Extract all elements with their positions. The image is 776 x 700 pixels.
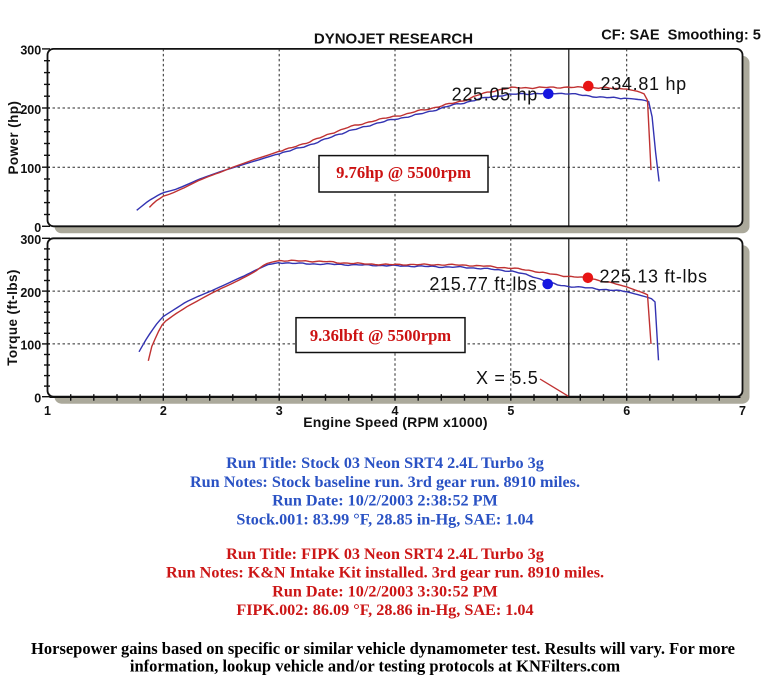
svg-text:225.13 ft-lbs: 225.13 ft-lbs [600, 267, 708, 287]
svg-text:2: 2 [160, 404, 167, 418]
svg-text:9.76hp @ 5500rpm: 9.76hp @ 5500rpm [336, 163, 471, 182]
svg-text:Run Date: 10/2/2003 3:30:52 PM: Run Date: 10/2/2003 3:30:52 PM [272, 583, 498, 601]
svg-text:Run Title: FIPK 03 Neon SRT4 2: Run Title: FIPK 03 Neon SRT4 2.4L Turbo … [226, 545, 544, 563]
svg-text:Torque (ft-lbs): Torque (ft-lbs) [5, 269, 20, 365]
svg-text:100: 100 [20, 339, 41, 353]
svg-text:6: 6 [623, 404, 630, 418]
svg-text:Stock.001: 83.99 °F, 28.85 in-: Stock.001: 83.99 °F, 28.85 in-Hg, SAE: 1… [236, 510, 533, 528]
svg-text:0: 0 [34, 221, 41, 235]
svg-text:Run Notes: K&N Intake Kit inst: Run Notes: K&N Intake Kit installed. 3rd… [166, 564, 604, 582]
svg-text:300: 300 [20, 44, 41, 58]
svg-text:1: 1 [44, 404, 51, 418]
svg-text:5: 5 [507, 404, 514, 418]
svg-text:100: 100 [20, 162, 41, 176]
svg-text:Power (hp): Power (hp) [6, 101, 21, 175]
svg-text:7: 7 [739, 404, 746, 418]
svg-text:FIPK.002: 86.09 °F, 28.86 in-H: FIPK.002: 86.09 °F, 28.86 in-Hg, SAE: 1.… [236, 601, 533, 619]
svg-text:information, lookup vehicle an: information, lookup vehicle and/or testi… [130, 657, 620, 676]
svg-text:Run Title: Stock 03 Neon SRT4: Run Title: Stock 03 Neon SRT4 2.4L Turbo… [226, 454, 544, 472]
svg-text:Horsepower gains based on spec: Horsepower gains based on specific or si… [31, 639, 735, 658]
svg-text:300: 300 [20, 233, 41, 247]
svg-text:200: 200 [20, 286, 41, 300]
svg-text:0: 0 [34, 392, 41, 406]
svg-text:200: 200 [20, 103, 41, 117]
svg-text:Engine Speed (RPM x1000): Engine Speed (RPM x1000) [303, 414, 488, 430]
svg-text:234.81 hp: 234.81 hp [601, 74, 687, 94]
svg-text:X = 5.5: X = 5.5 [476, 368, 538, 388]
svg-text:DYNOJET RESEARCH: DYNOJET RESEARCH [314, 30, 473, 47]
svg-text:215.77 ft-lbs: 215.77 ft-lbs [429, 274, 537, 294]
svg-text:3: 3 [276, 404, 283, 418]
svg-text:4: 4 [392, 404, 399, 418]
svg-text:225.05 hp: 225.05 hp [452, 84, 538, 104]
svg-text:Run Date: 10/2/2003 2:38:52 PM: Run Date: 10/2/2003 2:38:52 PM [272, 492, 498, 510]
svg-text:Run Notes: Stock baseline run.: Run Notes: Stock baseline run. 3rd gear … [190, 473, 580, 491]
svg-text:CF: SAE Smoothing: 5: CF: SAE Smoothing: 5 [601, 28, 761, 44]
svg-text:9.36lbft @ 5500rpm: 9.36lbft @ 5500rpm [310, 326, 451, 345]
